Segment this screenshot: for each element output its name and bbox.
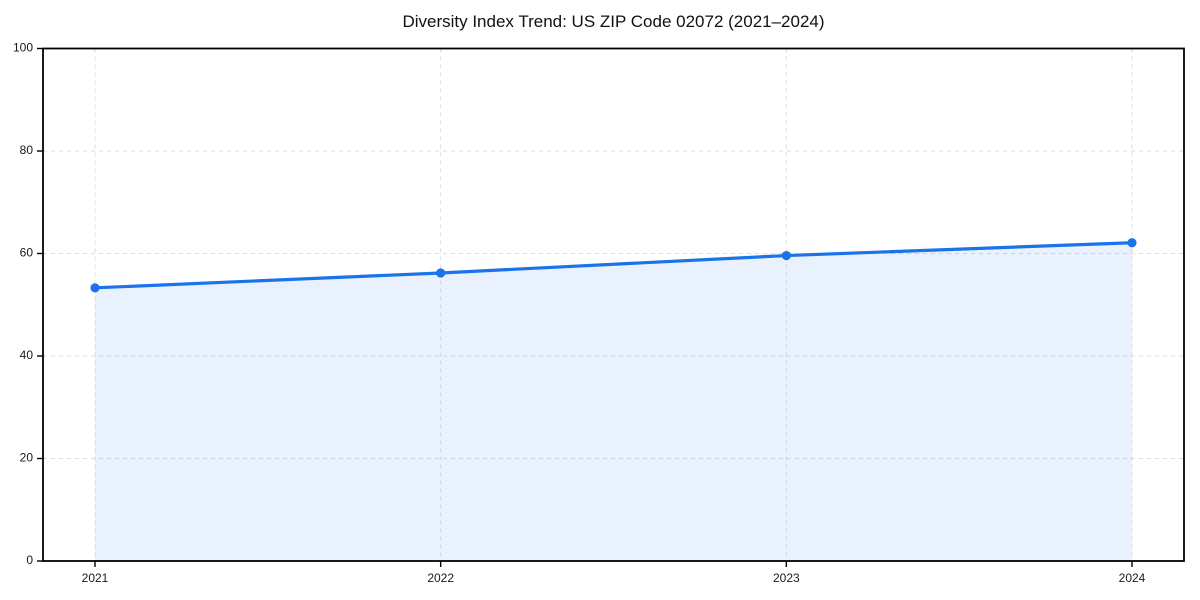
trend-line [93,241,1134,290]
data-point-marker [436,268,446,278]
x-tick-label: 2024 [1119,571,1146,585]
data-point-marker [1127,238,1137,248]
y-tick-label: 40 [20,348,34,362]
data-point-marker [781,250,791,261]
plot-border [42,47,1185,562]
data-point-marker [90,283,100,293]
y-tick-label: 80 [20,143,34,157]
x-tick-label: 2023 [773,571,800,585]
y-tick-label: 20 [20,451,34,465]
area-fill [95,242,1132,562]
x-tick-label: 2022 [427,571,454,585]
x-tick-label: 2021 [82,571,109,585]
y-tick-label: 60 [20,246,34,260]
y-tick-label: 0 [26,553,33,567]
y-tick-label: 100 [13,41,33,55]
chart-title: Diversity Index Trend: US ZIP Code 02072… [402,12,825,31]
